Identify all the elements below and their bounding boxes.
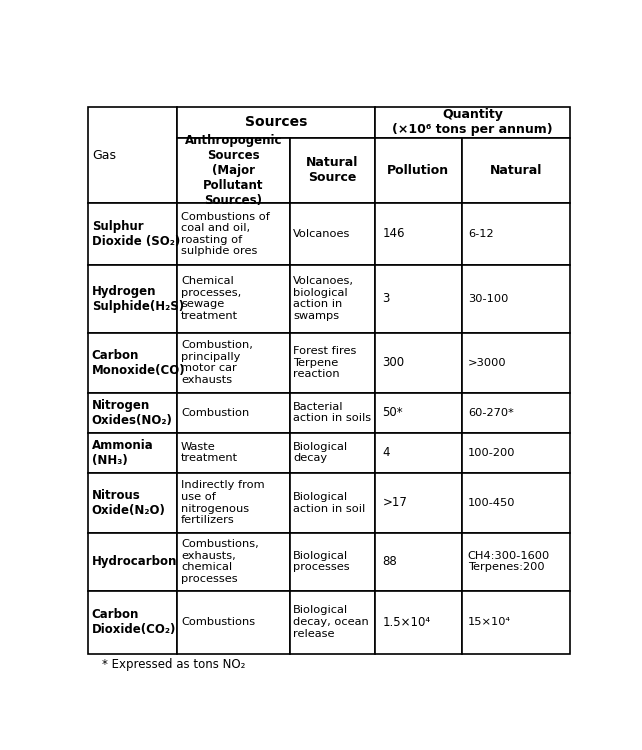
Text: Forest fires
Terpene
reaction: Forest fires Terpene reaction [293, 346, 357, 380]
Bar [375, 433, 462, 472]
Text: 100-200: 100-200 [468, 448, 516, 458]
Text: Biological
processes: Biological processes [293, 550, 350, 572]
Bar [375, 203, 462, 265]
Text: 60-270*: 60-270* [468, 408, 514, 418]
Bar [375, 532, 462, 590]
Bar [290, 472, 375, 532]
Text: Bacterial
action in soils: Bacterial action in soils [293, 402, 372, 424]
Text: CH4:300-1600
Terpenes:200: CH4:300-1600 Terpenes:200 [468, 550, 550, 572]
Bar [290, 532, 375, 590]
Text: Indirectly from
use of
nitrogenous
fertilizers: Indirectly from use of nitrogenous ferti… [181, 480, 265, 525]
Text: 6-12: 6-12 [468, 229, 493, 239]
Text: 100-450: 100-450 [468, 498, 516, 508]
Text: Combustion: Combustion [181, 408, 249, 418]
Bar [375, 332, 462, 392]
Text: Volcanoes: Volcanoes [293, 229, 351, 239]
Bar [375, 392, 462, 433]
Bar [375, 138, 462, 203]
Bar [462, 472, 570, 532]
Text: Anthropogenic
Sources
(Major
Pollutant
Sources): Anthropogenic Sources (Major Pollutant S… [184, 134, 282, 207]
Bar [462, 138, 570, 203]
Bar [177, 203, 290, 265]
Text: Quantity
(×10⁶ tons per annum): Quantity (×10⁶ tons per annum) [392, 108, 553, 136]
Bar [88, 590, 177, 654]
Bar [290, 138, 375, 203]
Bar [88, 472, 177, 532]
Text: >3000: >3000 [468, 358, 507, 368]
Bar [177, 107, 375, 138]
Text: 3: 3 [383, 292, 390, 305]
Text: >17: >17 [383, 496, 408, 509]
Bar [375, 472, 462, 532]
Text: Combustion,
principally
motor car
exhausts: Combustion, principally motor car exhaus… [181, 340, 253, 385]
Text: Combustions of
coal and oil,
roasting of
sulphide ores: Combustions of coal and oil, roasting of… [181, 211, 270, 256]
Text: Sulphur
Dioxide (SO₂): Sulphur Dioxide (SO₂) [92, 220, 180, 248]
Bar [290, 332, 375, 392]
Text: Carbon
Dioxide(CO₂): Carbon Dioxide(CO₂) [92, 608, 177, 636]
Bar [177, 265, 290, 332]
Bar [462, 203, 570, 265]
Text: 4: 4 [383, 446, 390, 459]
Text: Combustions,
exhausts,
chemical
processes: Combustions, exhausts, chemical processe… [181, 539, 259, 584]
Bar [462, 433, 570, 472]
Bar [88, 332, 177, 392]
Bar [177, 472, 290, 532]
Text: Combustions: Combustions [181, 617, 255, 627]
Text: Pollution: Pollution [387, 164, 449, 177]
Text: Waste
treatment: Waste treatment [181, 442, 238, 464]
Bar [290, 203, 375, 265]
Text: Biological
action in soil: Biological action in soil [293, 492, 366, 514]
Text: 88: 88 [383, 555, 397, 568]
Bar [462, 590, 570, 654]
Bar [375, 590, 462, 654]
Text: 146: 146 [383, 227, 405, 241]
Text: 300: 300 [383, 356, 404, 369]
Text: Volcanoes,
biological
action in
swamps: Volcanoes, biological action in swamps [293, 276, 354, 321]
Text: Natural: Natural [490, 164, 542, 177]
Bar [88, 532, 177, 590]
Bar [290, 590, 375, 654]
Bar [462, 532, 570, 590]
Text: Nitrogen
Oxides(NO₂): Nitrogen Oxides(NO₂) [92, 399, 173, 427]
Text: 50*: 50* [383, 406, 403, 419]
Bar [177, 590, 290, 654]
Bar [88, 433, 177, 472]
Bar [290, 392, 375, 433]
Text: 15×10⁴: 15×10⁴ [468, 617, 511, 627]
Text: Gas: Gas [92, 148, 116, 161]
Text: Ammonia
(NH₃): Ammonia (NH₃) [92, 439, 153, 466]
Text: Nitrous
Oxide(N₂O): Nitrous Oxide(N₂O) [92, 489, 166, 517]
Bar [177, 392, 290, 433]
Text: Carbon
Monoxide(CO): Carbon Monoxide(CO) [92, 349, 186, 376]
Bar [88, 107, 177, 203]
Bar [88, 203, 177, 265]
Text: Natural
Source: Natural Source [306, 157, 358, 184]
Bar [462, 392, 570, 433]
Bar [462, 332, 570, 392]
Bar [462, 265, 570, 332]
Bar [177, 332, 290, 392]
Text: Biological
decay: Biological decay [293, 442, 349, 464]
Text: * Expressed as tons NO₂: * Expressed as tons NO₂ [102, 658, 245, 671]
Text: Biological
decay, ocean
release: Biological decay, ocean release [293, 605, 369, 639]
Bar [88, 265, 177, 332]
Text: Hydrocarbon: Hydrocarbon [92, 555, 177, 568]
Bar [177, 138, 290, 203]
Bar [375, 107, 570, 138]
Bar [177, 532, 290, 590]
Bar [290, 265, 375, 332]
Text: 30-100: 30-100 [468, 294, 508, 304]
Text: 1.5×10⁴: 1.5×10⁴ [383, 616, 431, 628]
Text: Chemical
processes,
sewage
treatment: Chemical processes, sewage treatment [181, 276, 241, 321]
Bar [375, 265, 462, 332]
Text: Hydrogen
Sulphide(H₂S): Hydrogen Sulphide(H₂S) [92, 285, 184, 313]
Text: Sources: Sources [245, 116, 307, 129]
Bar [177, 433, 290, 472]
Bar [290, 433, 375, 472]
Bar [88, 392, 177, 433]
